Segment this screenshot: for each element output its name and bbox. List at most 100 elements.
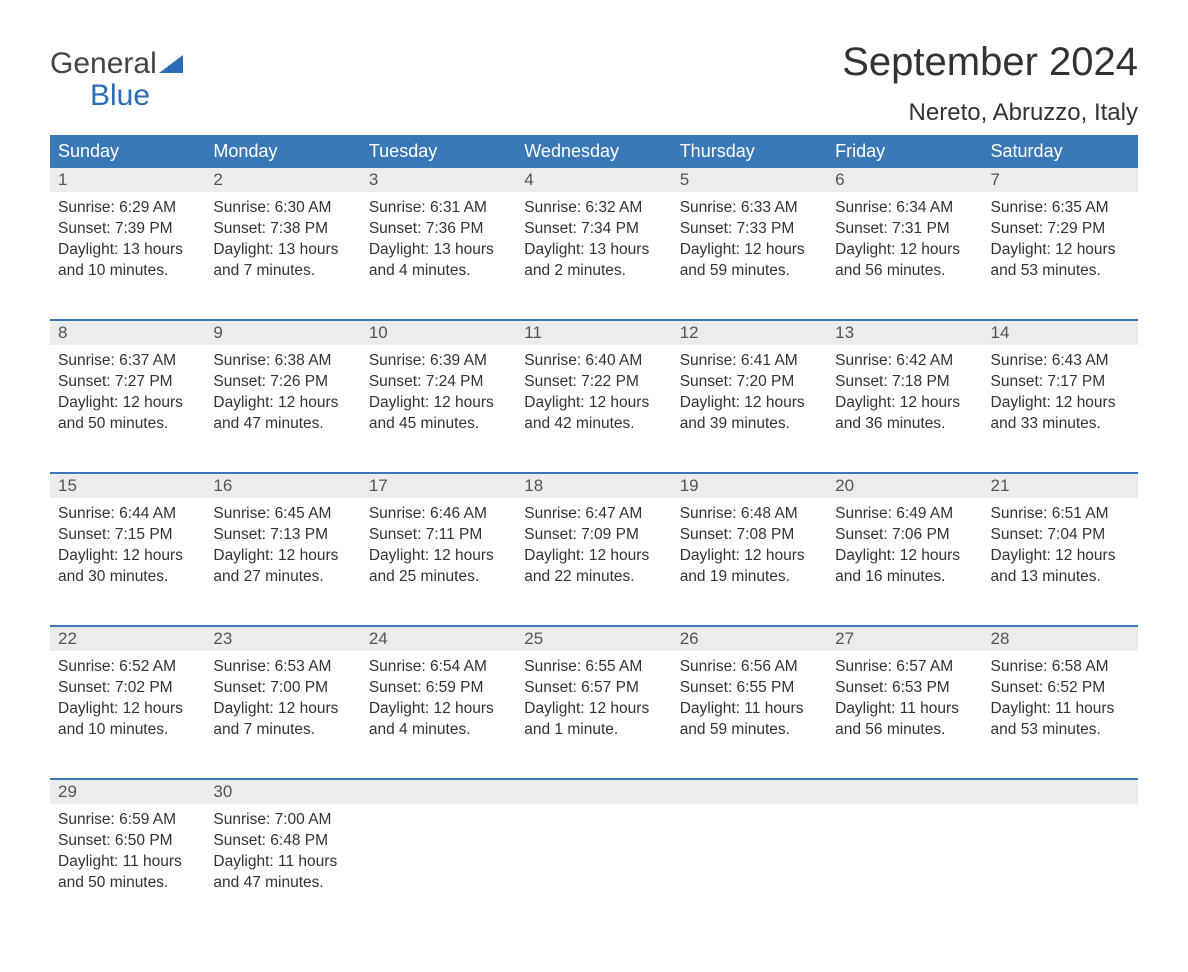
day-cell: Sunrise: 6:43 AMSunset: 7:17 PMDaylight:… xyxy=(983,345,1138,473)
sunset-line: Sunset: 7:39 PM xyxy=(58,219,197,240)
sunrise-line: Sunrise: 6:38 AM xyxy=(213,351,352,372)
day-body: Sunrise: 6:55 AMSunset: 6:57 PMDaylight:… xyxy=(516,651,671,751)
weekday-header: Tuesday xyxy=(361,135,516,168)
sunrise-line: Sunrise: 6:55 AM xyxy=(524,657,663,678)
sunset-line: Sunset: 6:53 PM xyxy=(835,678,974,699)
daylight-line: Daylight: 12 hours and 25 minutes. xyxy=(369,546,508,588)
daynum-row: 22232425262728 xyxy=(50,627,1138,651)
sunrise-line: Sunrise: 6:34 AM xyxy=(835,198,974,219)
day-body: Sunrise: 6:54 AMSunset: 6:59 PMDaylight:… xyxy=(361,651,516,751)
sunrise-line: Sunrise: 6:44 AM xyxy=(58,504,197,525)
day-cell: Sunrise: 6:31 AMSunset: 7:36 PMDaylight:… xyxy=(361,192,516,320)
daylight-line: Daylight: 12 hours and 36 minutes. xyxy=(835,393,974,435)
day-cell: Sunrise: 6:44 AMSunset: 7:15 PMDaylight:… xyxy=(50,498,205,626)
daylight-line: Daylight: 12 hours and 56 minutes. xyxy=(835,240,974,282)
day-body: Sunrise: 6:43 AMSunset: 7:17 PMDaylight:… xyxy=(983,345,1138,445)
day-cell: Sunrise: 6:58 AMSunset: 6:52 PMDaylight:… xyxy=(983,651,1138,779)
sunset-line: Sunset: 7:13 PM xyxy=(213,525,352,546)
day-cell: Sunrise: 6:29 AMSunset: 7:39 PMDaylight:… xyxy=(50,192,205,320)
sunrise-line: Sunrise: 7:00 AM xyxy=(213,810,352,831)
weekday-header: Sunday xyxy=(50,135,205,168)
day-number xyxy=(672,780,827,804)
day-body: Sunrise: 6:29 AMSunset: 7:39 PMDaylight:… xyxy=(50,192,205,292)
day-body: Sunrise: 6:52 AMSunset: 7:02 PMDaylight:… xyxy=(50,651,205,751)
daylight-line: Daylight: 11 hours and 50 minutes. xyxy=(58,852,197,894)
daylight-line: Daylight: 12 hours and 10 minutes. xyxy=(58,699,197,741)
sunset-line: Sunset: 6:57 PM xyxy=(524,678,663,699)
day-body: Sunrise: 6:47 AMSunset: 7:09 PMDaylight:… xyxy=(516,498,671,598)
sunset-line: Sunset: 6:48 PM xyxy=(213,831,352,852)
sunset-line: Sunset: 7:06 PM xyxy=(835,525,974,546)
day-cell: Sunrise: 6:38 AMSunset: 7:26 PMDaylight:… xyxy=(205,345,360,473)
day-number: 6 xyxy=(827,168,982,192)
day-number: 5 xyxy=(672,168,827,192)
day-number: 21 xyxy=(983,474,1138,498)
day-number xyxy=(361,780,516,804)
day-number: 7 xyxy=(983,168,1138,192)
day-number: 26 xyxy=(672,627,827,651)
sunrise-line: Sunrise: 6:49 AM xyxy=(835,504,974,525)
sunset-line: Sunset: 7:27 PM xyxy=(58,372,197,393)
day-number: 11 xyxy=(516,321,671,345)
day-body: Sunrise: 6:53 AMSunset: 7:00 PMDaylight:… xyxy=(205,651,360,751)
day-body: Sunrise: 6:57 AMSunset: 6:53 PMDaylight:… xyxy=(827,651,982,751)
sunrise-line: Sunrise: 6:57 AM xyxy=(835,657,974,678)
logo-text-general: General xyxy=(50,48,157,80)
sunrise-line: Sunrise: 6:33 AM xyxy=(680,198,819,219)
day-body: Sunrise: 6:58 AMSunset: 6:52 PMDaylight:… xyxy=(983,651,1138,751)
daylight-line: Daylight: 12 hours and 50 minutes. xyxy=(58,393,197,435)
sunrise-line: Sunrise: 6:30 AM xyxy=(213,198,352,219)
daynum-row: 15161718192021 xyxy=(50,474,1138,498)
daylight-line: Daylight: 12 hours and 16 minutes. xyxy=(835,546,974,588)
week-row: Sunrise: 6:52 AMSunset: 7:02 PMDaylight:… xyxy=(50,651,1138,779)
day-cell: Sunrise: 6:34 AMSunset: 7:31 PMDaylight:… xyxy=(827,192,982,320)
day-cell xyxy=(983,804,1138,932)
day-body: Sunrise: 6:41 AMSunset: 7:20 PMDaylight:… xyxy=(672,345,827,445)
day-number: 10 xyxy=(361,321,516,345)
day-body: Sunrise: 6:34 AMSunset: 7:31 PMDaylight:… xyxy=(827,192,982,292)
day-cell: Sunrise: 6:54 AMSunset: 6:59 PMDaylight:… xyxy=(361,651,516,779)
day-cell: Sunrise: 6:56 AMSunset: 6:55 PMDaylight:… xyxy=(672,651,827,779)
weekday-header: Friday xyxy=(827,135,982,168)
day-cell: Sunrise: 6:49 AMSunset: 7:06 PMDaylight:… xyxy=(827,498,982,626)
day-cell xyxy=(516,804,671,932)
day-cell: Sunrise: 6:41 AMSunset: 7:20 PMDaylight:… xyxy=(672,345,827,473)
sunset-line: Sunset: 7:20 PM xyxy=(680,372,819,393)
daylight-line: Daylight: 13 hours and 4 minutes. xyxy=(369,240,508,282)
day-cell: Sunrise: 6:55 AMSunset: 6:57 PMDaylight:… xyxy=(516,651,671,779)
sunset-line: Sunset: 6:55 PM xyxy=(680,678,819,699)
day-cell: Sunrise: 6:45 AMSunset: 7:13 PMDaylight:… xyxy=(205,498,360,626)
logo-triangle-icon xyxy=(159,55,183,73)
day-body: Sunrise: 6:51 AMSunset: 7:04 PMDaylight:… xyxy=(983,498,1138,598)
location: Nereto, Abruzzo, Italy xyxy=(842,99,1138,127)
sunset-line: Sunset: 7:11 PM xyxy=(369,525,508,546)
day-cell: Sunrise: 6:33 AMSunset: 7:33 PMDaylight:… xyxy=(672,192,827,320)
daylight-line: Daylight: 12 hours and 19 minutes. xyxy=(680,546,819,588)
day-body: Sunrise: 6:49 AMSunset: 7:06 PMDaylight:… xyxy=(827,498,982,598)
day-cell: Sunrise: 6:42 AMSunset: 7:18 PMDaylight:… xyxy=(827,345,982,473)
daylight-line: Daylight: 13 hours and 7 minutes. xyxy=(213,240,352,282)
day-cell xyxy=(361,804,516,932)
daynum-row: 2930 xyxy=(50,780,1138,804)
sunrise-line: Sunrise: 6:39 AM xyxy=(369,351,508,372)
day-body: Sunrise: 6:46 AMSunset: 7:11 PMDaylight:… xyxy=(361,498,516,598)
sunset-line: Sunset: 7:09 PM xyxy=(524,525,663,546)
sunset-line: Sunset: 6:59 PM xyxy=(369,678,508,699)
sunset-line: Sunset: 7:17 PM xyxy=(991,372,1130,393)
day-cell: Sunrise: 6:37 AMSunset: 7:27 PMDaylight:… xyxy=(50,345,205,473)
sunset-line: Sunset: 7:04 PM xyxy=(991,525,1130,546)
day-body: Sunrise: 6:31 AMSunset: 7:36 PMDaylight:… xyxy=(361,192,516,292)
day-cell: Sunrise: 6:39 AMSunset: 7:24 PMDaylight:… xyxy=(361,345,516,473)
day-number: 12 xyxy=(672,321,827,345)
day-body: Sunrise: 6:45 AMSunset: 7:13 PMDaylight:… xyxy=(205,498,360,598)
day-number: 1 xyxy=(50,168,205,192)
sunset-line: Sunset: 7:18 PM xyxy=(835,372,974,393)
sunrise-line: Sunrise: 6:41 AM xyxy=(680,351,819,372)
day-cell xyxy=(827,804,982,932)
sunrise-line: Sunrise: 6:45 AM xyxy=(213,504,352,525)
day-body: Sunrise: 6:38 AMSunset: 7:26 PMDaylight:… xyxy=(205,345,360,445)
daylight-line: Daylight: 11 hours and 56 minutes. xyxy=(835,699,974,741)
sunrise-line: Sunrise: 6:52 AM xyxy=(58,657,197,678)
sunrise-line: Sunrise: 6:29 AM xyxy=(58,198,197,219)
day-cell: Sunrise: 6:53 AMSunset: 7:00 PMDaylight:… xyxy=(205,651,360,779)
